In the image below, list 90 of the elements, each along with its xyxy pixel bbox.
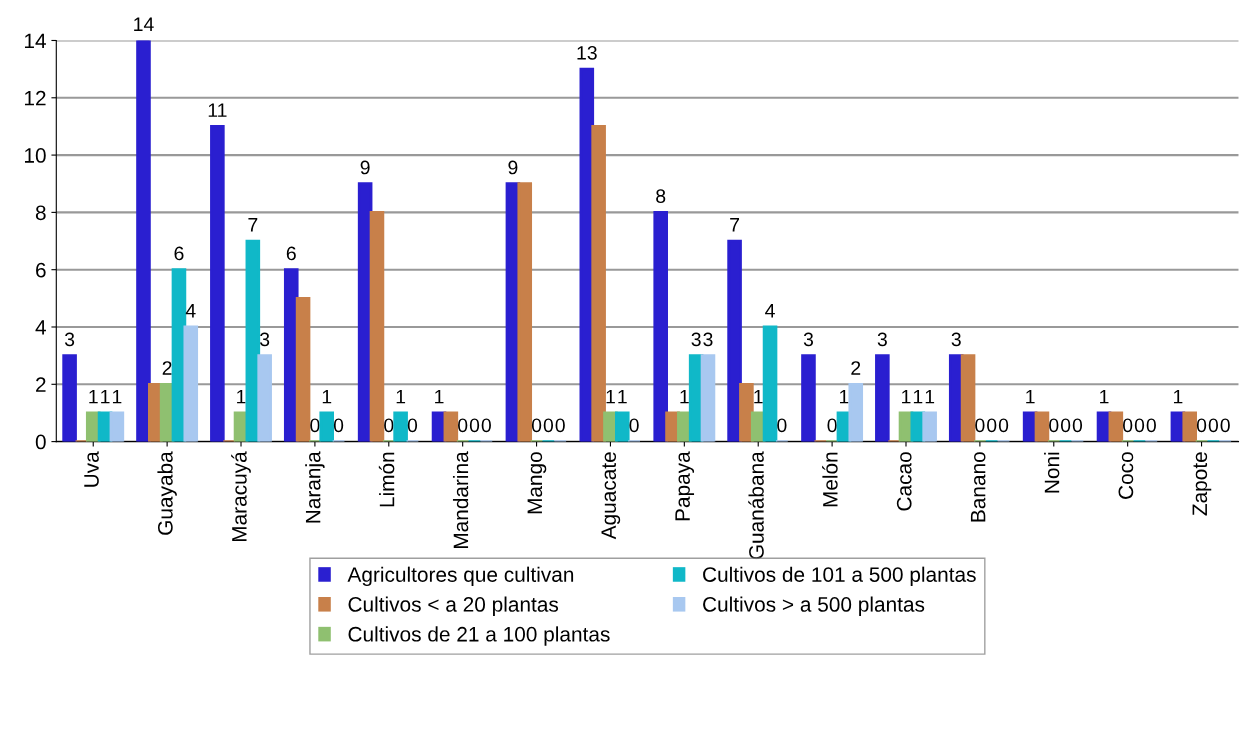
data-label: 7	[730, 218, 740, 232]
data-label: 1	[1173, 389, 1183, 404]
y-tick-label: 0	[35, 434, 46, 450]
data-label: 0	[777, 418, 787, 433]
data-label: 3	[703, 332, 713, 347]
data-label: 0	[629, 418, 639, 433]
data-label: 0	[827, 418, 837, 433]
data-label: 3	[803, 332, 814, 347]
y-tick-label: 2	[36, 377, 46, 392]
x-tick-label: Papaya	[675, 451, 695, 521]
data-label: 0	[987, 418, 997, 433]
data-label: 0	[998, 418, 1009, 433]
legend-label: Agricultores que cultivan	[347, 566, 574, 587]
data-label: 0	[1072, 418, 1083, 433]
y-tick-label: 8	[35, 205, 46, 221]
y-tick-label: 12	[24, 90, 46, 106]
data-label: 8	[656, 189, 666, 203]
data-label: 1	[1026, 389, 1035, 404]
legend-label: Cultivos de 101 a 500 plantas	[703, 566, 976, 587]
data-label: 1	[1100, 389, 1109, 404]
x-tick-label: Mango	[527, 452, 547, 514]
data-label: 13	[577, 45, 597, 60]
x-tick-label: Melón	[822, 452, 838, 507]
data-label: 1	[925, 389, 935, 404]
data-label: 0	[458, 418, 468, 433]
data-label: 9	[508, 160, 518, 175]
data-label: 0	[1220, 418, 1230, 433]
data-label: 3	[951, 332, 961, 347]
data-label: 3	[691, 332, 701, 347]
data-label: 1	[112, 389, 122, 404]
data-label: 0	[531, 418, 542, 433]
data-label: 1	[101, 389, 110, 404]
data-label: 1	[680, 389, 689, 404]
legend-label: Cultivos > a 500 plantas	[703, 596, 925, 616]
data-label: 0	[1134, 418, 1145, 433]
x-tick-label: Coco	[1118, 452, 1134, 499]
data-label: 1	[902, 389, 911, 404]
legend-label: Cultivos de 21 a 100 plantas	[348, 626, 610, 646]
data-label: 0	[543, 418, 554, 433]
data-label: 0	[333, 418, 344, 433]
x-tick-label: Maracuyá	[231, 451, 251, 542]
legend-label: Cultivos < a 20 plantas	[348, 596, 559, 616]
data-label: 3	[259, 332, 270, 347]
data-label: 0	[1208, 418, 1219, 433]
x-tick-label: Guanábana	[748, 451, 764, 560]
x-tick-label: Uva	[84, 451, 99, 487]
data-label: 0	[1060, 418, 1071, 433]
data-label: 3	[64, 332, 75, 347]
data-label: 2	[162, 361, 172, 375]
x-tick-label: Zapote	[1192, 452, 1212, 516]
x-tick-label: Guayaba	[157, 451, 177, 535]
data-label: 1	[913, 389, 923, 404]
data-label: 1	[840, 389, 849, 404]
data-label: 0	[555, 418, 565, 433]
data-label: 0	[481, 418, 491, 433]
data-label: 1	[606, 389, 615, 404]
data-label: 1	[89, 389, 98, 404]
data-label: 1	[237, 389, 246, 404]
data-label: 9	[360, 160, 370, 175]
data-label: 0	[975, 418, 985, 433]
y-tick-label: 6	[36, 262, 46, 278]
y-tick-label: 14	[24, 33, 46, 49]
data-label: 0	[310, 418, 320, 433]
data-label: 4	[765, 304, 775, 318]
data-label: 0	[1146, 418, 1156, 433]
data-label: 0	[1049, 418, 1059, 433]
data-label: 11	[208, 103, 227, 117]
x-tick-label: Aguacate	[601, 452, 621, 540]
data-label: 3	[877, 332, 887, 347]
x-tick-label: Noni	[1044, 452, 1060, 493]
data-label: 1	[322, 389, 332, 404]
x-tick-label: Mandarina	[452, 451, 469, 549]
x-tick-label: Limón	[378, 452, 395, 507]
data-label: 0	[469, 418, 480, 433]
data-label: 0	[1123, 418, 1133, 433]
data-label: 1	[396, 389, 406, 404]
data-label: 1	[754, 389, 763, 404]
data-label: 14	[134, 17, 154, 31]
x-tick-label: Naranja	[305, 451, 325, 523]
x-tick-label: Banano	[970, 452, 986, 522]
data-label: 0	[1196, 418, 1207, 433]
data-label: 6	[174, 246, 184, 261]
data-label: 6	[286, 246, 296, 261]
data-label: 1	[618, 389, 627, 404]
y-tick-label: 4	[35, 320, 46, 335]
data-label: 7	[248, 218, 258, 232]
data-label: 2	[851, 361, 861, 375]
y-tick-label: 10	[24, 148, 46, 163]
x-tick-label: Cacao	[896, 452, 912, 511]
data-label: 1	[435, 389, 444, 404]
